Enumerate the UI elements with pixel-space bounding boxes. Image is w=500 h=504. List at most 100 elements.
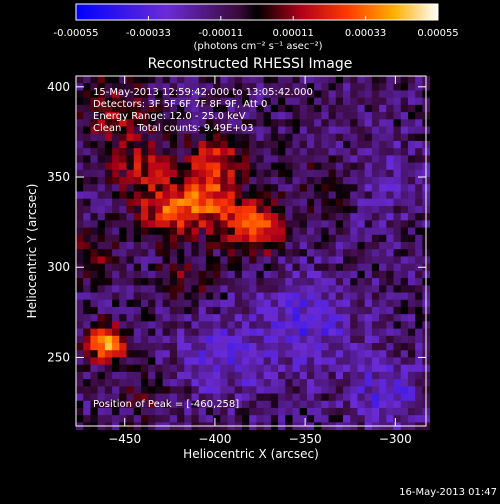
heatmap-cell [364,379,373,387]
heatmap-cell [169,148,178,156]
heatmap-cell [335,83,344,91]
heatmap-cell [393,227,402,236]
heatmap-cell [112,205,120,214]
heatmap-cell [133,191,142,200]
heatmap-cell [278,415,286,423]
heatmap-cell [364,119,373,127]
heatmap-cell [198,321,207,329]
heatmap-cell [256,278,265,286]
heatmap-cell [263,335,272,344]
heatmap-cell [314,76,322,84]
heatmap-cell [415,379,423,387]
heatmap-cell [169,306,178,315]
heatmap-cell [357,220,366,228]
heatmap-cell [155,263,163,272]
heatmap-cell [371,148,380,156]
heatmap-cell [83,76,91,84]
heatmap-cell [148,328,156,337]
heatmap-cell [155,155,163,163]
heatmap-cell [256,104,265,113]
heatmap-cell [249,148,257,156]
heatmap-cell [270,148,279,156]
heatmap-cell [220,112,228,120]
heatmap-cell [278,314,286,322]
heatmap-cell [270,169,279,178]
heatmap-cell [285,263,293,272]
heatmap-cell [343,343,351,351]
heatmap-cell [169,364,178,373]
heatmap-cell [177,256,185,265]
heatmap-cell [97,270,106,279]
heatmap-cell [213,415,221,423]
heatmap-cell [191,198,200,207]
heatmap-cell [213,97,221,106]
heatmap-cell [162,90,171,99]
heatmap-cell [104,386,113,394]
heatmap-cell [357,90,366,99]
heatmap-cell [386,104,394,113]
heatmap-cell [256,321,265,329]
heatmap-cell [335,162,344,171]
heatmap-cell [407,126,416,135]
heatmap-cell [350,415,358,423]
heatmap-cell [198,227,207,236]
heatmap-cell [148,234,156,243]
heatmap-cell [256,350,265,358]
heatmap-cell [371,83,380,91]
heatmap-cell [306,335,315,344]
heatmap-cell [177,133,185,142]
heatmap-cell [83,249,91,257]
heatmap-cell [256,227,265,236]
heatmap-cell [97,198,106,207]
heatmap-cell [205,213,214,221]
heatmap-cell [227,400,236,409]
heatmap-cell [169,285,178,293]
heatmap-cell [263,184,272,192]
heatmap-cell [415,249,423,257]
heatmap-cell [321,213,329,221]
heatmap-cell [292,205,301,214]
heatmap-cell [371,335,380,344]
heatmap-cell [386,256,394,265]
heatmap-cell [343,285,351,293]
heatmap-cell [328,335,337,344]
x-axis-ticks: −450 −400 −350 −300 [108,76,412,446]
heatmap-cell [357,213,366,221]
heatmap-cell [270,140,279,149]
heatmap-cell [393,415,402,423]
heatmap-cell [241,133,250,142]
heatmap-cell [415,357,423,366]
heatmap-cell [133,140,142,149]
heatmap-cell [97,220,106,228]
heatmap-cell [314,386,322,394]
heatmap-cell [177,328,185,337]
heatmap-cell [162,126,171,135]
heatmap-cell [249,393,257,402]
heatmap-cell [343,292,351,301]
heatmap-cell [90,184,99,192]
heatmap-cell [198,256,207,265]
heatmap-cell [140,335,149,344]
heatmap-cell [306,278,315,286]
heatmap-cell [328,177,337,185]
heatmap-cell [213,90,221,99]
heatmap-cell [169,169,178,178]
heatmap-cell [357,104,366,113]
heatmap-cell [162,220,171,228]
heatmap-cell [90,415,99,423]
heatmap-cell [306,227,315,236]
heatmap-cell [407,393,416,402]
heatmap-cell [386,357,394,366]
heatmap-cell [177,335,185,344]
heatmap-cell [407,299,416,308]
heatmap-cell [83,169,91,178]
heatmap-cell [407,314,416,322]
heatmap-cell [350,328,358,337]
heatmap-cell [126,379,135,387]
heatmap-cell [393,169,402,178]
heatmap-cell [263,213,272,221]
heatmap-cell [321,407,329,416]
heatmap-cell [140,371,149,380]
heatmap-cell [83,198,91,207]
heatmap-cell [133,249,142,257]
